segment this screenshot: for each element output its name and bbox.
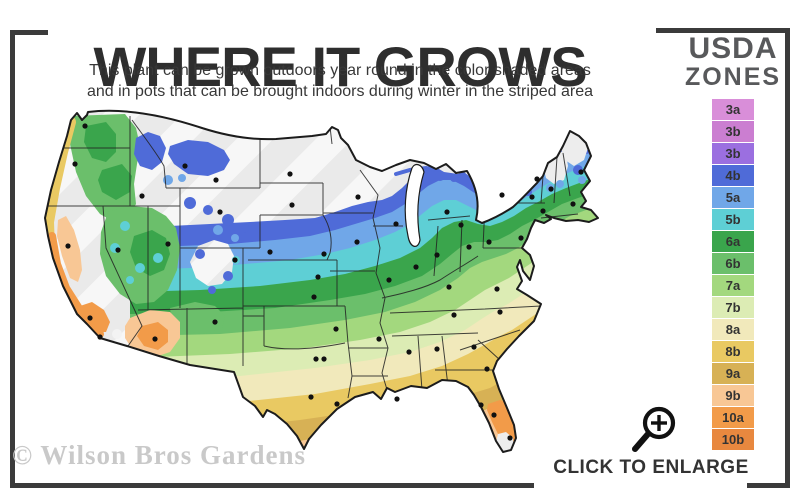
legend-panel: USDA ZONES 3a 3b 3b 4b 5a 5b 6a 6b 7a 7b 8a 8b 9a 9b 1… (676, 34, 790, 451)
colorado-blue-fringe (195, 249, 233, 294)
enlarge-control[interactable]: CLICK TO ENLARGE (545, 403, 757, 479)
legend-zone-3a: 3a (712, 99, 754, 121)
page-title: WHERE IT GROWS (93, 34, 587, 98)
legend-zone-9a: 9a (712, 363, 754, 385)
legend-zone-9b: 9b (712, 385, 754, 407)
legend-zone-5a: 5a (712, 187, 754, 209)
legend-zone-10b: 10b (712, 429, 754, 451)
legend-title-usda: USDA (688, 32, 778, 65)
legend-zone-7b: 7b (712, 297, 754, 319)
legend-zone-4a: 3b (712, 143, 754, 165)
oregon-idaho-green (98, 164, 132, 200)
lake-michigan (404, 163, 425, 247)
legend-zone-4b: 4b (712, 165, 754, 187)
subtitle-line-1: This plant can be grown outdoors year ro… (89, 62, 591, 79)
us-outline (44, 109, 599, 453)
central-valley-peach (57, 216, 82, 282)
cascades-green (84, 122, 116, 162)
usda-zone-map[interactable] (30, 108, 660, 476)
city-dots (65, 123, 584, 441)
salton-white-patch (112, 329, 122, 339)
wyoming-lightblue-patches (213, 225, 239, 242)
legend-zone-6b: 6b (712, 253, 754, 275)
frame-border-top-right (656, 28, 790, 33)
magnifier-plus-icon[interactable] (619, 403, 683, 455)
legend-zone-3b: 3b (712, 121, 754, 143)
page-subtitle: This plant can be grown outdoors year ro… (40, 61, 640, 103)
idaho-blue-patch (134, 132, 166, 170)
legend-zone-6a: 6a (712, 231, 754, 253)
michigan-blue-fringe (435, 171, 458, 182)
frame-border-top-left (10, 30, 48, 35)
frame-border-right (785, 28, 790, 488)
frame-border-bottom-right (747, 483, 790, 488)
arizona-orange-core (137, 322, 168, 350)
basin-cyan-patches (110, 221, 163, 284)
zone-shading (45, 110, 598, 452)
legend-zone-7a: 7a (712, 275, 754, 297)
legend-zones: 3a 3b 3b 4b 5a 5b 6a 6b 7a 7b 8a 8b 9a 9b 10a 10b (712, 99, 754, 451)
subtitle-line-2: and in pots that can be brought indoors … (86, 82, 594, 100)
legend-zone-8a: 8a (712, 319, 754, 341)
frame-border-left (10, 30, 15, 488)
legend-zone-10a: 10a (712, 407, 754, 429)
enlarge-label[interactable]: CLICK TO ENLARGE (553, 457, 749, 478)
frame-border-bottom-left (10, 483, 534, 488)
legend-zone-8b: 8b (712, 341, 754, 363)
state-borders (45, 116, 579, 399)
legend-title-zones: ZONES (684, 63, 782, 91)
new-mexico-north-green (170, 302, 225, 334)
legend-zone-5b: 5b (712, 209, 754, 231)
wyoming-blue-patches (184, 197, 249, 233)
watermark: © Wilson Bros Gardens (12, 440, 306, 470)
maine-lightblue-patch (578, 176, 586, 184)
